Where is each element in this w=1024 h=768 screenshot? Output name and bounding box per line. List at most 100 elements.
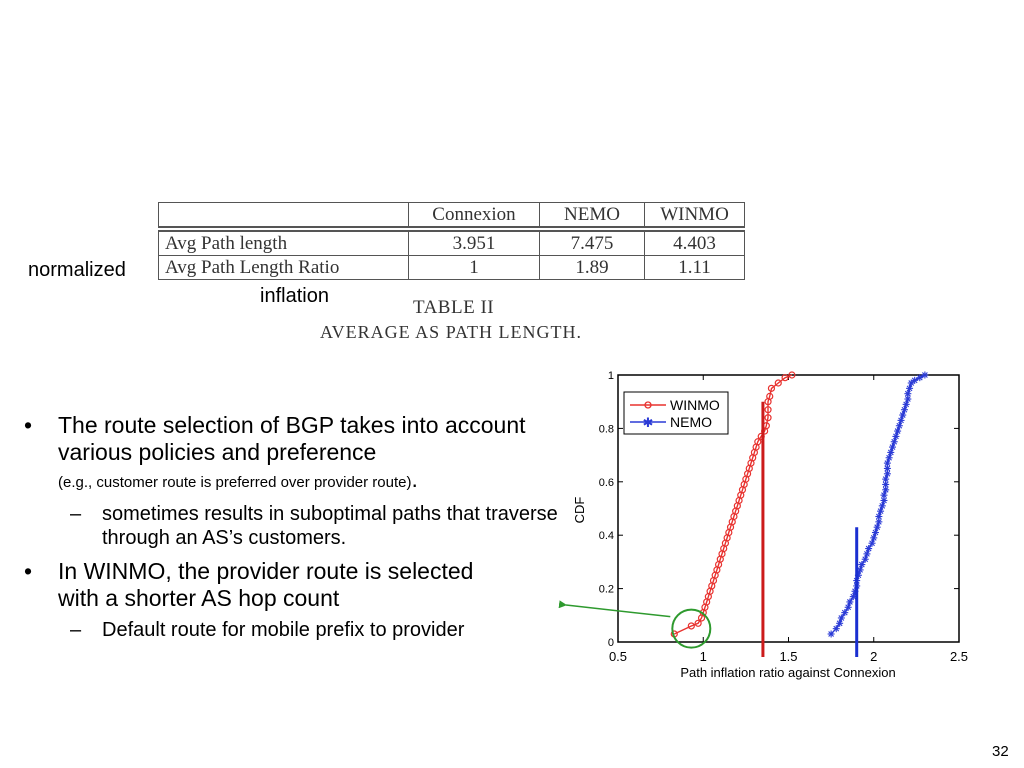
data-point [873, 523, 881, 531]
data-point [781, 374, 789, 382]
data-point [863, 550, 871, 558]
data-point [916, 374, 924, 382]
data-point [687, 622, 695, 630]
table-caption-title: TABLE II [413, 297, 495, 318]
data-point [885, 454, 893, 462]
legend-winmo-marker [644, 401, 652, 409]
bullet-small-text: (e.g., customer route is preferred over … [58, 474, 412, 491]
series-line-nemo [830, 374, 926, 635]
data-point [895, 422, 903, 430]
data-point [878, 502, 886, 510]
sub-bullet-marker: – [70, 619, 82, 641]
data-point [883, 464, 891, 472]
data-point [837, 614, 845, 622]
sub-bullet-item: – Default route for mobile prefix to pro… [24, 618, 502, 642]
data-series [670, 371, 929, 638]
bullet-text: The route selection of BGP takes into ac… [58, 412, 526, 465]
data-point [827, 630, 835, 638]
data-point [767, 384, 776, 392]
axis-ticks: 0.5 1 1.5 2 2.5 0 0.2 0.4 0.6 0.8 1 [599, 370, 968, 664]
x-axis-label: Path inflation ratio against Connexion [680, 665, 895, 680]
data-point [871, 529, 879, 537]
bullet-marker: • [24, 412, 33, 438]
data-point [877, 507, 885, 515]
data-point [883, 459, 891, 467]
cell-value: 7.475 [539, 228, 645, 256]
legend-nemo-marker: ✱ [643, 416, 654, 431]
data-point [754, 438, 762, 446]
x-tick-label: 2 [870, 649, 877, 664]
table-row: Avg Path length 3.951 7.475 4.403 [158, 228, 745, 256]
bullet-list: • The route selection of BGP takes into … [24, 412, 569, 642]
data-point [875, 518, 883, 526]
data-point [880, 491, 888, 499]
table-header-row: Connexion NEMO WINMO [158, 202, 745, 230]
bullet-item: • The route selection of BGP takes into … [24, 412, 569, 496]
legend-winmo-label: WINMO [670, 397, 720, 413]
cell-value: 1.11 [644, 255, 745, 280]
cell-value: 1 [408, 255, 540, 280]
data-point [899, 411, 907, 419]
y-tick-label: 0.2 [599, 584, 614, 596]
data-point [904, 390, 912, 398]
sub-bullet-item: – sometimes results in suboptimal paths … [24, 502, 569, 550]
data-point [883, 470, 891, 478]
y-tick-label: 0 [608, 637, 614, 649]
data-point [858, 561, 866, 569]
x-tick-label: 1 [700, 649, 707, 664]
table-caption-subtitle: AVERAGE AS PATH LENGTH. [320, 322, 583, 342]
data-point [788, 371, 796, 379]
table-row: Avg Path Length Ratio 1 1.89 1.11 [158, 255, 745, 280]
data-point [844, 603, 852, 611]
data-point [764, 414, 772, 422]
highlight-circle [671, 608, 712, 649]
data-point [870, 534, 878, 542]
data-point [836, 619, 844, 627]
bullet-marker: • [24, 558, 33, 584]
page-number: 32 [992, 743, 1009, 760]
bullet-text: In WINMO, the provider route is selected… [58, 558, 474, 611]
data-point [865, 545, 873, 553]
y-axis-label: CDF [572, 497, 587, 524]
data-point [868, 539, 876, 547]
data-point [921, 371, 929, 379]
highlight-arrow [558, 600, 671, 618]
data-point [889, 443, 897, 451]
data-point [887, 448, 895, 456]
x-tick-label: 2.5 [950, 649, 968, 664]
data-point [906, 384, 914, 392]
y-tick-label: 0.6 [599, 477, 614, 489]
sub-bullet-text: Default route for mobile prefix to provi… [102, 619, 465, 641]
reference-lines [761, 401, 859, 657]
data-point [832, 625, 840, 633]
data-point [892, 432, 900, 440]
y-tick-label: 0.4 [599, 530, 614, 542]
table-header-nemo: NEMO [539, 202, 645, 230]
data-point [890, 438, 898, 446]
x-tick-label: 0.5 [609, 649, 627, 664]
path-length-table: Connexion NEMO WINMO Avg Path length 3.9… [158, 202, 745, 280]
row-label: Avg Path length [158, 228, 409, 256]
data-point [882, 475, 890, 483]
data-point [846, 598, 854, 606]
table-header-winmo: WINMO [644, 202, 745, 230]
data-point [900, 406, 908, 414]
bullet-end: . [411, 466, 418, 492]
x-tick-label: 1.5 [779, 649, 797, 664]
y-tick-label: 1 [608, 370, 614, 382]
bullet-item: • In WINMO, the provider route is select… [24, 558, 518, 612]
cell-value: 4.403 [644, 228, 745, 256]
normalized-label: normalized [28, 259, 126, 281]
data-point [911, 376, 919, 384]
data-point [694, 619, 702, 627]
row-label: Avg Path Length Ratio [158, 255, 409, 280]
data-point [902, 400, 910, 408]
data-point [861, 555, 869, 563]
data-point [897, 416, 905, 424]
sub-bullet-marker: – [70, 503, 82, 525]
data-point [894, 427, 902, 435]
inflation-label: inflation [260, 285, 329, 307]
data-point [766, 392, 774, 400]
sub-bullet-text: sometimes results in suboptimal paths th… [102, 503, 558, 549]
